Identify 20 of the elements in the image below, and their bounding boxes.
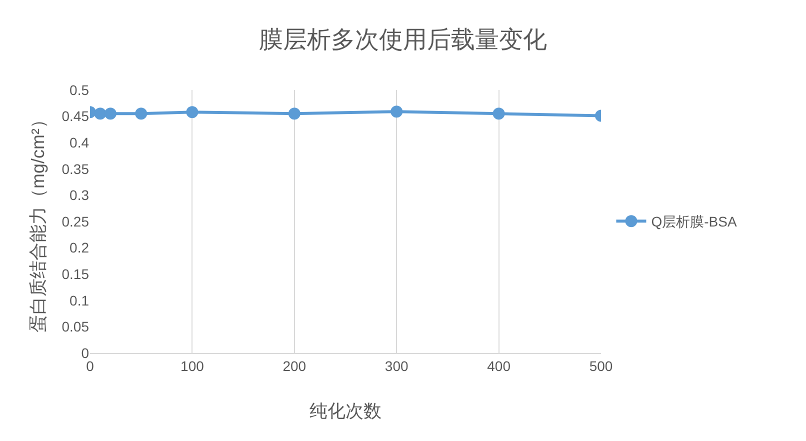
x-tick-label: 500 bbox=[589, 358, 613, 374]
y-tick-label: 0 bbox=[81, 344, 90, 361]
x-tick-label: 300 bbox=[384, 358, 408, 374]
chart-title: 膜层析多次使用后载量变化 bbox=[259, 26, 547, 54]
x-tick-label: 200 bbox=[282, 358, 306, 374]
y-axis-title: 蛋白质结合能力（mg/cm²） bbox=[28, 110, 48, 332]
y-tick-label: 0.45 bbox=[62, 108, 90, 124]
y-tick-label: 0.5 bbox=[70, 82, 90, 98]
y-tick-label: 0.35 bbox=[62, 160, 90, 177]
legend-label: Q层析膜-BSA bbox=[651, 214, 738, 230]
y-tick-label: 0.15 bbox=[62, 266, 90, 282]
y-tick-label: 0.4 bbox=[70, 134, 90, 150]
y-tick-label: 0.25 bbox=[62, 213, 90, 230]
y-tick-label: 0.05 bbox=[62, 318, 90, 335]
y-tick-label: 0.2 bbox=[70, 240, 90, 256]
y-tick-label: 0.1 bbox=[70, 292, 90, 308]
x-tick-label: 400 bbox=[487, 358, 511, 374]
x-tick-label: 100 bbox=[180, 358, 204, 374]
y-tick-label: 0.3 bbox=[70, 187, 90, 204]
x-axis-title: 纯化次数 bbox=[310, 401, 382, 421]
